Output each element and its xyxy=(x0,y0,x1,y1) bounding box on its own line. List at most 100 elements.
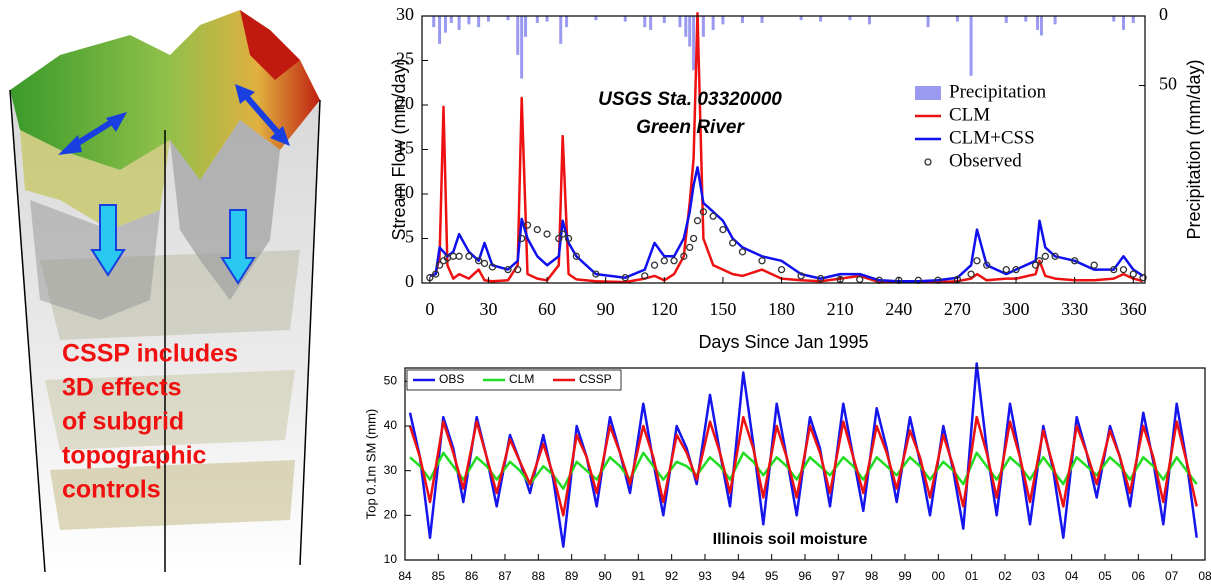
x-tick-label: 270 xyxy=(944,299,971,319)
observed-point xyxy=(816,274,825,283)
observed-point xyxy=(592,270,600,278)
observed-point xyxy=(543,230,551,238)
x-tick-label: 92 xyxy=(665,569,679,583)
observed-point xyxy=(435,261,444,269)
x-tick-label: 0 xyxy=(425,299,434,319)
precip-bar xyxy=(926,16,930,28)
x-tick-label: 01 xyxy=(965,569,979,583)
x-tick-label: 30 xyxy=(479,299,497,319)
observed-point xyxy=(738,248,747,256)
observed-point xyxy=(533,225,541,234)
precip-bar xyxy=(516,16,520,55)
x-tick-label: 91 xyxy=(632,569,646,583)
legend-label: CLM xyxy=(949,104,990,125)
precip-bar xyxy=(486,16,490,22)
series-line xyxy=(429,12,1144,284)
precip-bar xyxy=(1036,16,1040,30)
precip-bar xyxy=(678,16,682,28)
precip-bar xyxy=(643,16,647,28)
legend-swatch xyxy=(924,158,932,166)
terrain-illustration xyxy=(9,10,321,573)
legend: OBS CLM CSSP xyxy=(406,369,622,391)
precip-bar xyxy=(701,16,705,37)
observed-point xyxy=(758,257,766,265)
observed-point xyxy=(449,252,457,260)
precip-bar xyxy=(477,16,481,28)
precip-bar xyxy=(467,16,471,25)
observed-point xyxy=(555,234,563,243)
observed-point xyxy=(432,270,440,278)
precip-bar xyxy=(524,16,528,37)
x-tick-label: 210 xyxy=(827,299,854,319)
precip-bar xyxy=(649,16,653,30)
observed-point xyxy=(680,252,688,260)
chart: 84 85 86 87 88 89 90 91 92 93 94 95 96 97 98 99 00 01 02 03… xyxy=(363,362,1211,583)
observed-point xyxy=(1071,257,1079,265)
observed-point xyxy=(641,272,649,280)
x-tick-label: 85 xyxy=(432,569,446,583)
precip-bar xyxy=(969,16,973,76)
observed-point xyxy=(729,239,737,247)
x-tick-label: 330 xyxy=(1061,299,1088,319)
x-tick-label: 08 xyxy=(1198,569,1211,583)
precip-bar xyxy=(457,16,461,30)
observed-point xyxy=(967,270,975,278)
observed-point xyxy=(1129,270,1137,278)
y2-tick-label: 0 xyxy=(1159,4,1168,24)
observed-point xyxy=(693,217,702,225)
x-tick-label: 97 xyxy=(832,569,846,583)
caption-line: CSSP includes xyxy=(62,340,238,368)
observed-point xyxy=(475,257,483,265)
x-tick-label: 03 xyxy=(1032,569,1046,583)
observed-point xyxy=(559,230,567,238)
annotation: USGS Sta. 03320000 xyxy=(598,89,782,110)
observed-point xyxy=(686,243,694,252)
x-tick-label: 96 xyxy=(798,569,812,583)
annotation: Illinois soil moisture xyxy=(713,531,868,548)
y-axis-label: Top 0.1m SM (mm) xyxy=(363,409,378,520)
precip-bar xyxy=(688,16,692,47)
precip-bar xyxy=(520,16,524,79)
x-axis-label: Days Since Jan 1995 xyxy=(698,332,868,352)
x-tick-label: 360 xyxy=(1120,299,1147,319)
observed-point xyxy=(650,261,659,269)
y-tick-label: 30 xyxy=(396,4,414,24)
observed-point xyxy=(1035,257,1044,265)
annotation: Green River xyxy=(636,117,745,138)
x-tick-label: 07 xyxy=(1165,569,1179,583)
y-tick-label: 30 xyxy=(384,463,398,477)
series-line xyxy=(408,415,1198,517)
y-tick-label: 20 xyxy=(396,93,414,113)
charts: 0 30 60 90 120 150 180 210 240 270 300 330 360051015… xyxy=(363,4,1211,583)
observed-point xyxy=(523,221,532,229)
precip-bar xyxy=(438,16,442,44)
precip-bar xyxy=(594,16,598,21)
y-tick-label: 40 xyxy=(384,418,398,432)
y-tick-label: 5 xyxy=(405,227,414,247)
observed-point xyxy=(797,272,805,280)
observed-point xyxy=(504,265,512,274)
observed-point xyxy=(1090,261,1098,269)
x-tick-label: 02 xyxy=(998,569,1012,583)
observed-point xyxy=(1002,265,1010,274)
caption: CSSP includes 3D effects of subgrid topogra… xyxy=(62,340,238,504)
legend-label: CLM+CSS xyxy=(949,127,1035,148)
precip-bar xyxy=(535,16,539,23)
observed-point xyxy=(621,274,629,282)
observed-point xyxy=(670,257,678,265)
x-tick-label: 300 xyxy=(1003,299,1030,319)
observed-point xyxy=(709,212,717,220)
observed-point xyxy=(660,257,668,265)
y2-axis-label: Precipitation (mm/day) xyxy=(1184,59,1204,239)
precip-bar xyxy=(955,16,959,22)
precip-bar xyxy=(692,16,696,71)
x-tick-label: 89 xyxy=(565,569,579,583)
observed-point xyxy=(572,252,581,260)
observed-point xyxy=(1012,265,1020,274)
observed-point xyxy=(1051,252,1059,260)
y-tick-label: 0 xyxy=(405,271,414,291)
x-tick-label: 98 xyxy=(865,569,879,583)
legend-swatch xyxy=(915,86,941,100)
